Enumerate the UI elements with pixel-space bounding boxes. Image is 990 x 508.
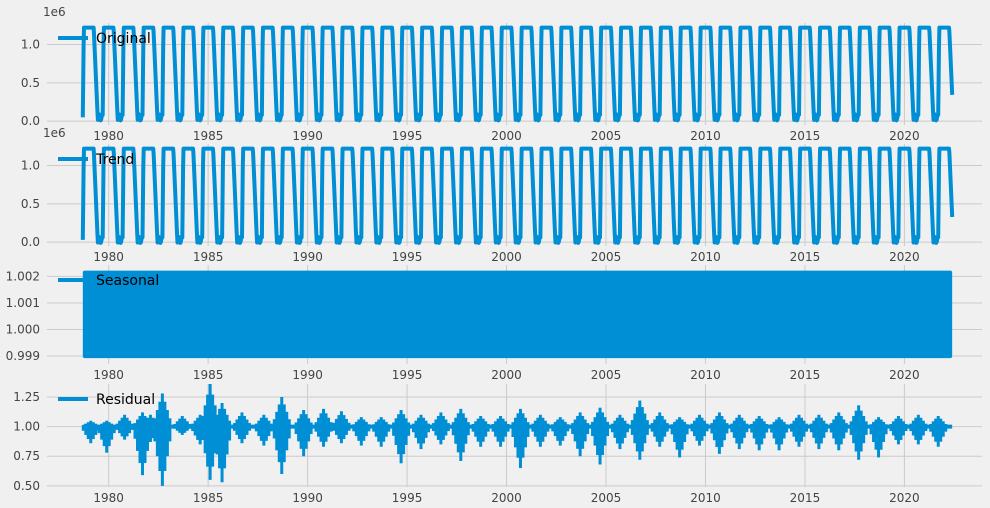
x-tick-label: 1990: [292, 491, 323, 505]
x-tick-label: 1990: [292, 250, 323, 264]
x-tick-label: 1995: [392, 129, 423, 143]
x-tick-label: 2000: [491, 368, 522, 382]
seasonal-panel: 0.999 1.000 1.001 1.002 1980 1985 1990 1995 2000…: [6, 265, 982, 382]
y-tick-label: 0.5: [21, 197, 40, 211]
x-tick-label: 2000: [491, 491, 522, 505]
x-tick-label: 2015: [790, 368, 821, 382]
x-tick-label: 2020: [889, 368, 920, 382]
legend-label: Original: [96, 31, 151, 47]
x-tick-label: 1980: [93, 368, 124, 382]
y-tick-label: 1.00: [13, 420, 40, 434]
y-tick-label: 1.000: [6, 322, 40, 336]
x-tick-label: 2000: [491, 250, 522, 264]
y-tick-label: 0.75: [13, 449, 40, 463]
x-tick-label: 1990: [292, 368, 323, 382]
seasonal-series-band: [82, 270, 953, 359]
x-tick-label: 2020: [889, 129, 920, 143]
y-tick-label: 0.50: [13, 479, 40, 493]
x-tick-label: 1985: [193, 250, 224, 264]
legend-label: Trend: [95, 152, 134, 168]
y-tick-label: 1.001: [6, 296, 40, 310]
y-offset-label: 1e6: [43, 5, 66, 19]
x-tick-label: 2000: [491, 129, 522, 143]
y-tick-label: 1.002: [6, 269, 40, 283]
trend-series-line: [80, 146, 955, 245]
x-tick-label: 2020: [889, 491, 920, 505]
x-tick-label: 1985: [193, 129, 224, 143]
x-tick-label: 2015: [790, 129, 821, 143]
residual-panel: 0.50 0.75 1.00 1.25 1980 1985 1990 1995 2000 2005…: [13, 384, 982, 505]
x-tick-label: 2010: [690, 368, 721, 382]
x-tick-label: 1985: [193, 368, 224, 382]
x-tick-label: 1995: [392, 368, 423, 382]
x-tick-label: 2005: [591, 129, 622, 143]
trend-panel: 0.0 0.5 1.0 1980 1985 1990 1995 2000 2005 2010 201…: [21, 126, 982, 264]
y-tick-label: 0.5: [21, 76, 40, 90]
x-tick-label: 1980: [93, 129, 124, 143]
x-tick-label: 2010: [690, 250, 721, 264]
x-tick-label: 2005: [591, 250, 622, 264]
x-tick-label: 2005: [591, 491, 622, 505]
y-offset-label: 1e6: [43, 126, 66, 140]
x-tick-label: 1985: [193, 491, 224, 505]
x-tick-label: 1980: [93, 250, 124, 264]
x-tick-label: 2010: [690, 129, 721, 143]
legend-label: Residual: [96, 392, 155, 408]
y-tick-label: 1.0: [21, 37, 40, 51]
y-tick-label: 1.0: [21, 158, 40, 172]
x-tick-label: 1995: [392, 250, 423, 264]
x-tick-label: 1990: [292, 129, 323, 143]
x-tick-label: 2020: [889, 250, 920, 264]
y-tick-label: 0.0: [21, 114, 40, 128]
y-tick-label: 0.0: [21, 235, 40, 249]
y-tick-label: 0.999: [6, 349, 40, 363]
original-series-line: [80, 25, 955, 123]
x-tick-label: 1995: [392, 491, 423, 505]
x-tick-label: 2015: [790, 491, 821, 505]
legend-label: Seasonal: [96, 273, 159, 289]
original-panel: 0.0 0.5 1.0 1980 1985 1990 1995 2000 2005 2010 201…: [21, 5, 982, 143]
y-tick-label: 1.25: [13, 390, 40, 404]
x-tick-label: 2010: [690, 491, 721, 505]
x-tick-label: 1980: [93, 491, 124, 505]
x-tick-label: 2015: [790, 250, 821, 264]
x-tick-label: 2005: [591, 368, 622, 382]
